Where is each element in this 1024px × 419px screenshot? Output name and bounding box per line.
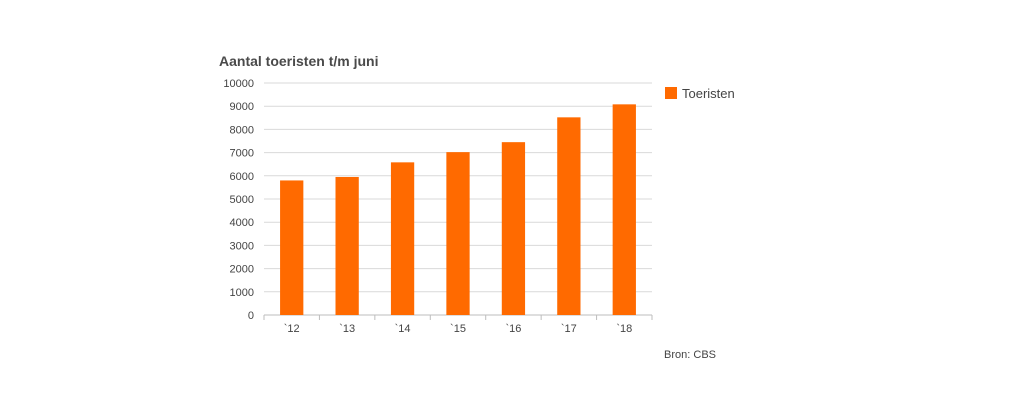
bar-5 — [557, 117, 581, 315]
x-tick-label: `18 — [616, 323, 632, 335]
bar-1 — [335, 176, 359, 315]
x-tick-label: `16 — [505, 323, 521, 335]
x-tick-label: `13 — [339, 323, 355, 335]
y-tick-label: 10000 — [223, 78, 254, 90]
x-tick-label: `15 — [450, 323, 466, 335]
legend: Toeristen — [665, 86, 735, 101]
legend-label-toeristen: Toeristen — [682, 86, 735, 101]
bar-3 — [446, 152, 470, 315]
x-tick-label: `12 — [284, 323, 300, 335]
y-tick-label: 8000 — [230, 124, 254, 136]
bar-0 — [280, 180, 304, 315]
source-note: Bron: CBS — [664, 349, 716, 361]
y-tick-label: 7000 — [230, 148, 254, 160]
y-tick-label: 0 — [248, 310, 254, 322]
y-tick-label: 1000 — [230, 287, 254, 299]
y-axis-ticks: 0 1000 2000 3000 4000 5000 6000 7000 8000 9000 100… — [223, 78, 254, 322]
y-tick-label: 6000 — [230, 171, 254, 183]
legend-swatch-toeristen — [665, 87, 677, 99]
y-tick-label: 4000 — [230, 217, 254, 229]
bars — [280, 104, 636, 316]
y-tick-label: 5000 — [230, 194, 254, 206]
bar-6 — [612, 104, 636, 316]
chart-title: Aantal toeristen t/m juni — [219, 53, 378, 69]
x-tick-label: `14 — [395, 323, 411, 335]
bar-4 — [501, 142, 526, 315]
y-tick-label: 2000 — [230, 264, 254, 276]
y-tick-label: 3000 — [230, 240, 254, 252]
y-tick-label: 9000 — [230, 101, 254, 113]
x-axis-ticks: `12 `13 `14 `15 `16 `17 `18 — [284, 323, 632, 335]
x-tick-label: `17 — [561, 323, 577, 335]
bar-2 — [390, 162, 415, 315]
